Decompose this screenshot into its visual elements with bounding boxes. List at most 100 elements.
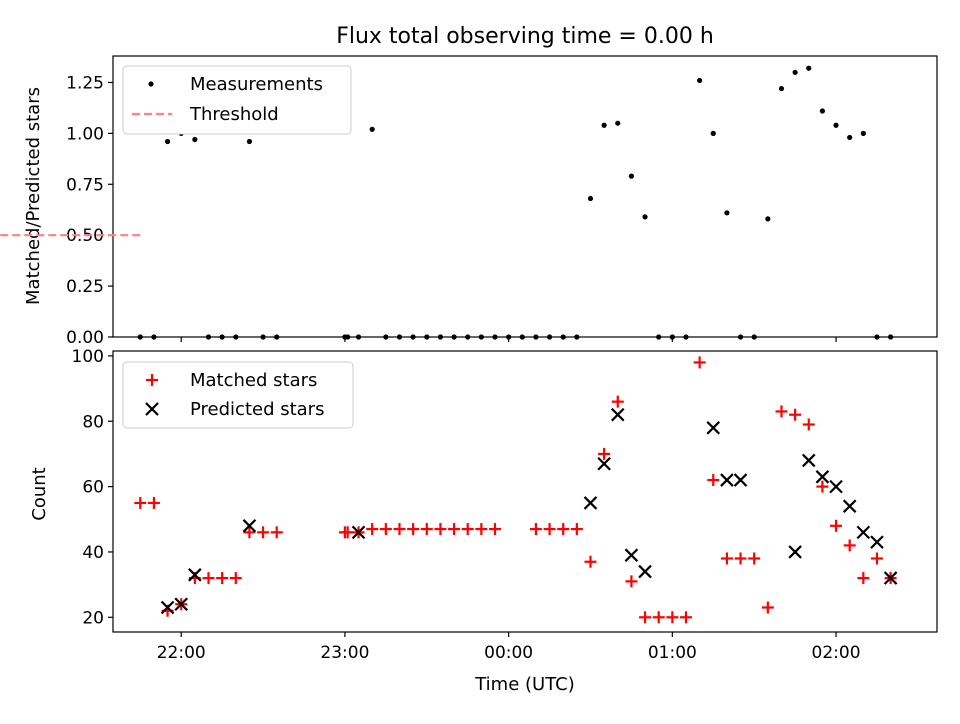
matched-star-marker: [666, 611, 679, 624]
measurement-point: [560, 334, 566, 340]
legend-measurements-label: Measurements: [190, 74, 323, 95]
predicted-star-marker: [610, 407, 625, 422]
measurement-point: [192, 136, 198, 143]
measurement-point: [615, 120, 621, 126]
matched-star-marker: [611, 395, 624, 408]
matched-star-marker: [147, 496, 160, 509]
matched-star-marker: [707, 474, 720, 487]
measurement-point: [355, 334, 362, 340]
matched-star-marker: [748, 552, 761, 565]
measurement-point: [874, 334, 880, 340]
measurement-point: [628, 173, 635, 179]
measurement-point: [345, 334, 351, 340]
predicted-star-marker: [788, 545, 802, 559]
matched-star-marker: [775, 405, 788, 418]
matched-star-marker: [870, 552, 883, 565]
measurement-point: [151, 334, 157, 340]
bottom-x-tick-label: 01:00: [648, 643, 697, 663]
bottom-x-axis-label: Time (UTC): [474, 674, 575, 695]
legend-predicted-label: Predicted stars: [190, 399, 324, 420]
matched-star-marker: [843, 539, 856, 552]
bottom-y-tick-label: 100: [72, 347, 104, 367]
matched-star-marker: [393, 523, 406, 536]
top-legend: Measurements Threshold: [122, 65, 352, 135]
measurement-point: [860, 130, 866, 136]
legend-measurements-marker: [148, 81, 154, 87]
predicted-star-marker: [733, 473, 748, 487]
matched-star-marker: [257, 526, 270, 539]
measurement-point: [737, 334, 744, 340]
matched-star-marker: [598, 447, 611, 460]
predicted-star-marker: [815, 470, 830, 484]
predicted-star-marker: [856, 525, 871, 540]
measurement-point: [383, 334, 389, 340]
measurement-point: [806, 65, 812, 71]
top-plot-frame: [112, 55, 938, 338]
bottom-x-tick-label: 00:00: [484, 643, 533, 663]
top-y-tick-label: 1.00: [66, 124, 104, 144]
bottom-x-tick-label: 23:00: [320, 643, 369, 663]
measurement-point: [492, 334, 498, 340]
bottom-y-tick-label: 60: [82, 478, 104, 498]
matched-star-marker: [830, 519, 843, 532]
predicted-star-marker: [597, 456, 611, 471]
measurement-point: [246, 138, 253, 145]
matched-star-marker: [420, 523, 433, 536]
matched-stars-points: [134, 356, 897, 624]
predicted-stars-points: [160, 407, 898, 615]
predicted-star-marker: [801, 453, 816, 468]
predicted-star-marker: [624, 548, 639, 562]
matched-star-marker: [570, 523, 583, 536]
top-legend-box: [122, 65, 352, 135]
measurement-point: [260, 334, 266, 340]
measurement-point: [369, 126, 375, 132]
measurement-point: [833, 122, 839, 128]
predicted-star-marker: [829, 479, 843, 494]
measurement-point: [697, 77, 703, 84]
measurement-point: [669, 334, 675, 340]
predicted-star-marker: [706, 421, 721, 435]
predicted-star-marker: [188, 568, 202, 582]
measurement-point: [587, 195, 594, 202]
measurement-point: [656, 334, 662, 340]
predicted-star-marker: [720, 473, 734, 487]
bottom-y-tick-label: 20: [82, 608, 104, 628]
measurement-point: [233, 334, 239, 340]
matched-star-marker: [229, 572, 242, 585]
measurement-point: [601, 122, 607, 128]
matched-star-marker: [475, 523, 488, 536]
top-y-tick-label: 1.25: [66, 73, 104, 93]
measurement-point: [533, 334, 539, 340]
bottom-y-tick-label: 80: [82, 412, 104, 432]
matched-star-marker: [625, 575, 638, 588]
bottom-legend-box: [122, 361, 354, 429]
bottom-x-tick-label: 22:00: [157, 643, 206, 663]
predicted-star-marker: [870, 535, 884, 549]
matched-star-marker: [461, 523, 474, 536]
measurement-point: [642, 214, 648, 220]
matched-star-marker: [584, 555, 597, 568]
top-y-tick-label: 0.75: [66, 175, 104, 195]
measurement-point: [765, 216, 771, 222]
matched-star-marker: [434, 523, 447, 536]
predicted-star-marker: [583, 496, 598, 510]
bottom-panel: 20 40 60 80 100 22:00 23:00 00:00 01:00 02:00 Co…: [29, 347, 938, 695]
top-y-axis-label: Matched/Predicted stars: [23, 87, 44, 305]
legend-matched-label: Matched stars: [190, 370, 317, 391]
predicted-star-marker: [351, 525, 366, 540]
measurement-point: [792, 69, 798, 75]
matched-star-marker: [379, 523, 392, 536]
measurement-point: [724, 210, 730, 216]
matched-star-marker: [761, 601, 774, 614]
measurement-point: [164, 138, 171, 145]
matched-star-marker: [270, 526, 283, 539]
bottom-x-axis: 22:00 23:00 00:00 01:00 02:00: [157, 632, 861, 663]
matched-star-marker: [202, 572, 215, 585]
measurement-point: [274, 334, 280, 340]
matched-star-marker: [543, 523, 556, 536]
measurement-point: [410, 334, 416, 340]
matched-star-marker: [407, 523, 420, 536]
top-panel: 0.000.250.500.751.001.25 Matched/Predict…: [0, 55, 938, 348]
matched-star-marker: [366, 523, 379, 536]
